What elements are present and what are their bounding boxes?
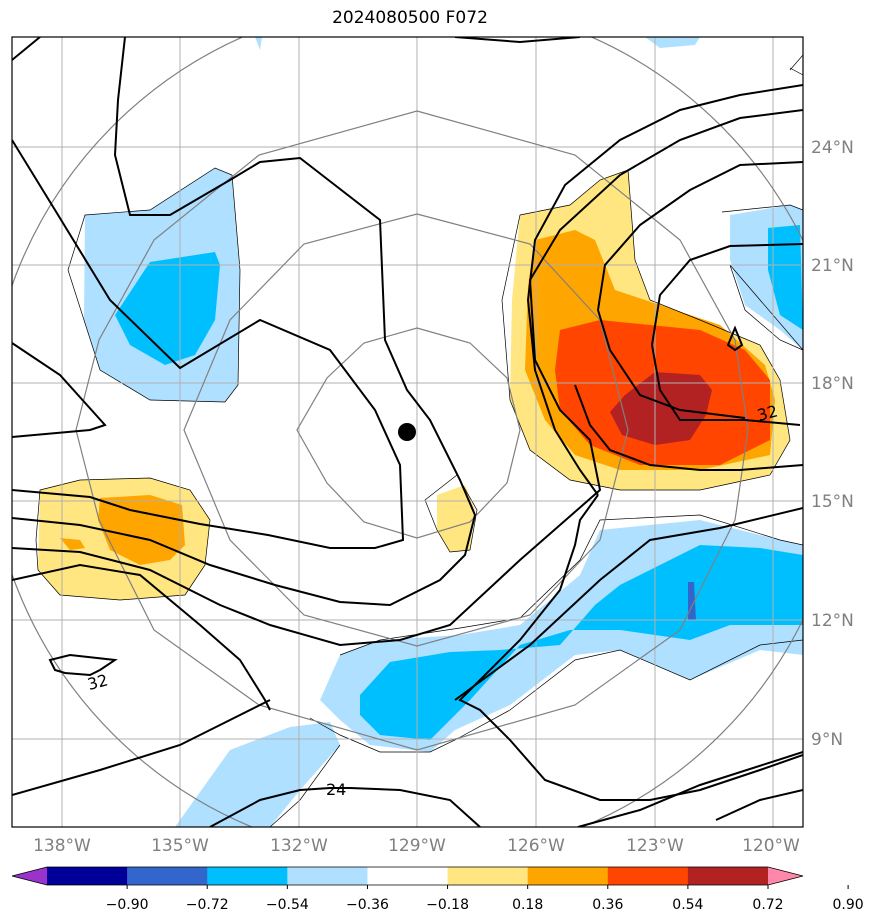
lat-label: 15°N [811, 492, 854, 512]
positive-anomaly-shading [38, 170, 790, 600]
lon-label: 129°W [388, 836, 446, 856]
contour-label-24: 24 [326, 780, 346, 799]
height-contours [12, 37, 803, 827]
colorbar-tick-label: 0.90 [833, 897, 864, 913]
colorbar-tick-label: 0.54 [672, 897, 703, 913]
colorbar-extend-low [12, 867, 47, 885]
lon-label: 123°W [626, 836, 684, 856]
colorbar-tick-label: 0.18 [512, 897, 543, 913]
colorbar-tick-label: −0.90 [106, 897, 149, 913]
colorbar-segment [287, 867, 368, 885]
storm-center-marker [398, 423, 416, 441]
colorbar-tick-label: 0.72 [752, 897, 783, 913]
colorbar-tick-label: 0.36 [592, 897, 623, 913]
lat-label: 24°N [811, 138, 854, 158]
contour-label-32-east: 32 [755, 401, 780, 425]
longitude-labels: 138°W 135°W 132°W 129°W 126°W 123°W 120°… [33, 836, 800, 856]
colorbar-tick-label: −0.18 [426, 897, 469, 913]
colorbar-segment [127, 867, 208, 885]
lon-label: 138°W [33, 836, 91, 856]
contour-label-32-west: 32 [85, 670, 110, 694]
colorbar-segment [687, 867, 769, 885]
colorbar-segment [607, 867, 689, 885]
lat-label: 9°N [811, 730, 843, 750]
lat-label: 12°N [811, 611, 854, 631]
negative-anomaly-shading [84, 37, 803, 827]
graticule-grid [12, 37, 803, 827]
lat-label: 18°N [811, 374, 854, 394]
colorbar-segment [527, 867, 609, 885]
colorbar [11, 866, 804, 886]
map-title: 2024080500 F072 [332, 8, 488, 28]
lat-label: 21°N [811, 256, 854, 276]
colorbar-labels: −0.90 −0.72 −0.54 −0.36 −0.18 0.18 0.36 0.54 0.7… [106, 885, 864, 913]
contour-value-labels: 32 32 24 [85, 401, 780, 799]
colorbar-tick-label: −0.54 [266, 897, 309, 913]
lon-label: 135°W [151, 836, 209, 856]
colorbar-tick-label: −0.36 [346, 897, 389, 913]
colorbar-segment [367, 867, 449, 885]
lon-label: 120°W [742, 836, 800, 856]
colorbar-segment [447, 867, 529, 885]
map-frame [11, 36, 804, 828]
colorbar-extend-high [768, 867, 803, 885]
latitude-labels: 24°N 21°N 18°N 15°N 12°N 9°N [811, 138, 854, 750]
colorbar-segment [207, 867, 288, 885]
colorbar-tick-label: −0.72 [186, 897, 229, 913]
lon-label: 132°W [270, 836, 328, 856]
lon-label: 126°W [507, 836, 565, 856]
colorbar-segment [47, 867, 128, 885]
colorbar-outline [11, 866, 804, 886]
